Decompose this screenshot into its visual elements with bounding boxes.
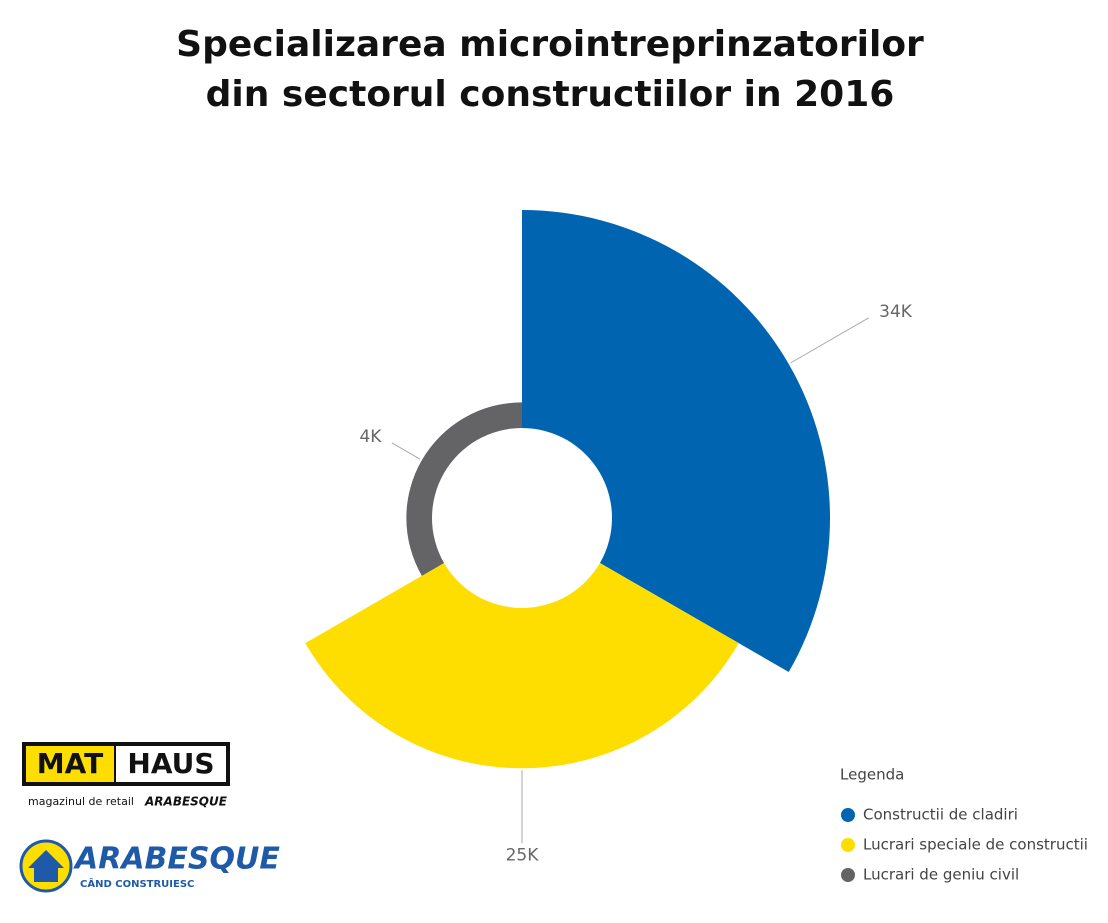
title-box: Specializarea microintreprinzatorilor di… <box>176 24 924 115</box>
slice <box>522 210 830 672</box>
logo-text: ARABESQUE <box>144 795 228 809</box>
legend-label: Constructii de cladiri <box>863 806 1018 824</box>
logo-tagline: CÂND CONSTRUIESC <box>80 877 194 890</box>
legend-label: Lucrari speciale de constructii <box>863 836 1088 854</box>
data-label: 34K <box>879 302 913 322</box>
slice <box>305 563 739 769</box>
leader-line <box>391 442 421 460</box>
logo-mathaus: MAT HAUS magazinul de retail ARABESQUE <box>22 742 230 809</box>
chart-title: Specializarea microintreprinzatorilor di… <box>176 24 924 115</box>
logo-tagline: magazinul de retail <box>28 795 134 808</box>
legend-marker <box>841 808 855 822</box>
logo-text: HAUS <box>127 747 214 780</box>
data-label: 4K <box>359 427 382 447</box>
logo-text: ARABESQUE <box>73 842 280 877</box>
slice <box>406 402 522 576</box>
legend-label: Lucrari de geniu civil <box>863 866 1019 884</box>
logo-text: MAT <box>37 747 103 780</box>
logo-arabesque: ARABESQUE CÂND CONSTRUIESC <box>19 839 280 893</box>
legend-title: Legenda <box>840 766 904 784</box>
data-label: 25K <box>506 845 540 865</box>
legend-marker <box>841 838 855 852</box>
legend-marker <box>841 868 855 882</box>
leader-line <box>790 317 870 364</box>
